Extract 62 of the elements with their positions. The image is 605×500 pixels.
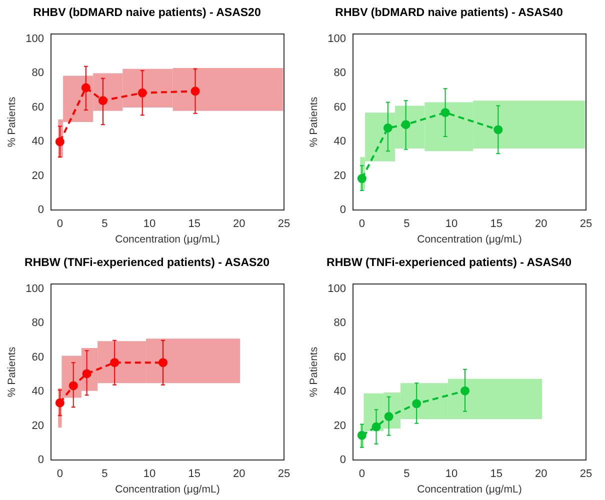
y-tick-label: 80 [32,317,44,330]
x-tick-label: 25 [278,468,290,480]
point [110,358,120,368]
x-axis-title: Concentration (μg/mL) [115,484,220,496]
y-tick-label: 80 [334,317,346,330]
x-tick-label: 0 [358,218,365,230]
x-tick-label: 0 [56,468,63,480]
x-tick-label: 25 [580,218,592,230]
y-axis-title: % Patients [308,96,320,148]
x-tick-label: 20 [535,218,548,230]
x-tick-label: 20 [233,468,246,480]
y-tick-label: 0 [340,204,346,216]
y-tick-label: 20 [32,170,44,182]
x-tick-label: 25 [580,468,592,480]
x-tick-label: 20 [233,218,246,230]
point [98,96,108,106]
x-axis-title: Concentration (μg/mL) [417,234,522,246]
chart-title: RHBV (bDMARD naive patients) - ASAS20 [33,7,261,20]
x-tick-label: 15 [490,468,502,480]
x-tick-label: 5 [404,468,410,480]
y-tick-label: 100 [328,282,346,295]
x-tick-label: 15 [188,218,200,230]
x-tick-label: 0 [358,468,365,480]
x-tick-label: 10 [445,218,458,230]
x-tick-label: 10 [445,468,458,480]
y-tick-label: 80 [334,67,346,80]
y-tick-label: 100 [26,32,44,45]
y-tick-label: 60 [334,101,346,114]
y-tick-label: 100 [26,282,44,295]
x-tick-label: 25 [278,218,290,230]
y-axis-title: % Patients [6,346,18,398]
y-axis-title: % Patients [308,346,320,398]
x-tick-label: 5 [102,218,108,230]
y-tick-label: 20 [32,420,44,432]
y-tick-label: 100 [328,32,346,45]
y-tick-label: 40 [334,136,346,148]
y-tick-label: 40 [32,386,44,398]
y-tick-label: 20 [334,170,346,182]
x-tick-label: 5 [102,468,108,480]
y-tick-label: 0 [340,454,346,466]
chart-title: RHBV (bDMARD naive patients) - ASAS40 [335,7,563,20]
y-tick-label: 40 [334,386,346,398]
y-tick-label: 60 [32,101,44,114]
y-tick-label: 0 [38,454,44,466]
y-tick-label: 40 [32,136,44,148]
x-tick-label: 15 [490,218,502,230]
chart-title: RHBW (TNFi-experienced patients) - ASAS40 [326,257,572,270]
x-tick-label: 10 [143,218,156,230]
x-tick-label: 10 [143,468,156,480]
x-tick-label: 15 [188,468,200,480]
x-axis-title: Concentration (μg/mL) [115,234,220,246]
x-tick-label: 20 [535,468,548,480]
chart-title: RHBW (TNFi-experienced patients) - ASAS20 [24,257,270,270]
y-axis-title: % Patients [6,96,18,148]
y-tick-label: 60 [334,351,346,364]
y-tick-label: 0 [38,204,44,216]
y-tick-label: 60 [32,351,44,364]
y-tick-label: 80 [32,67,44,80]
x-axis-title: Concentration (μg/mL) [417,484,522,496]
x-tick-label: 0 [56,218,63,230]
x-tick-label: 5 [404,218,410,230]
y-tick-label: 20 [334,420,346,432]
